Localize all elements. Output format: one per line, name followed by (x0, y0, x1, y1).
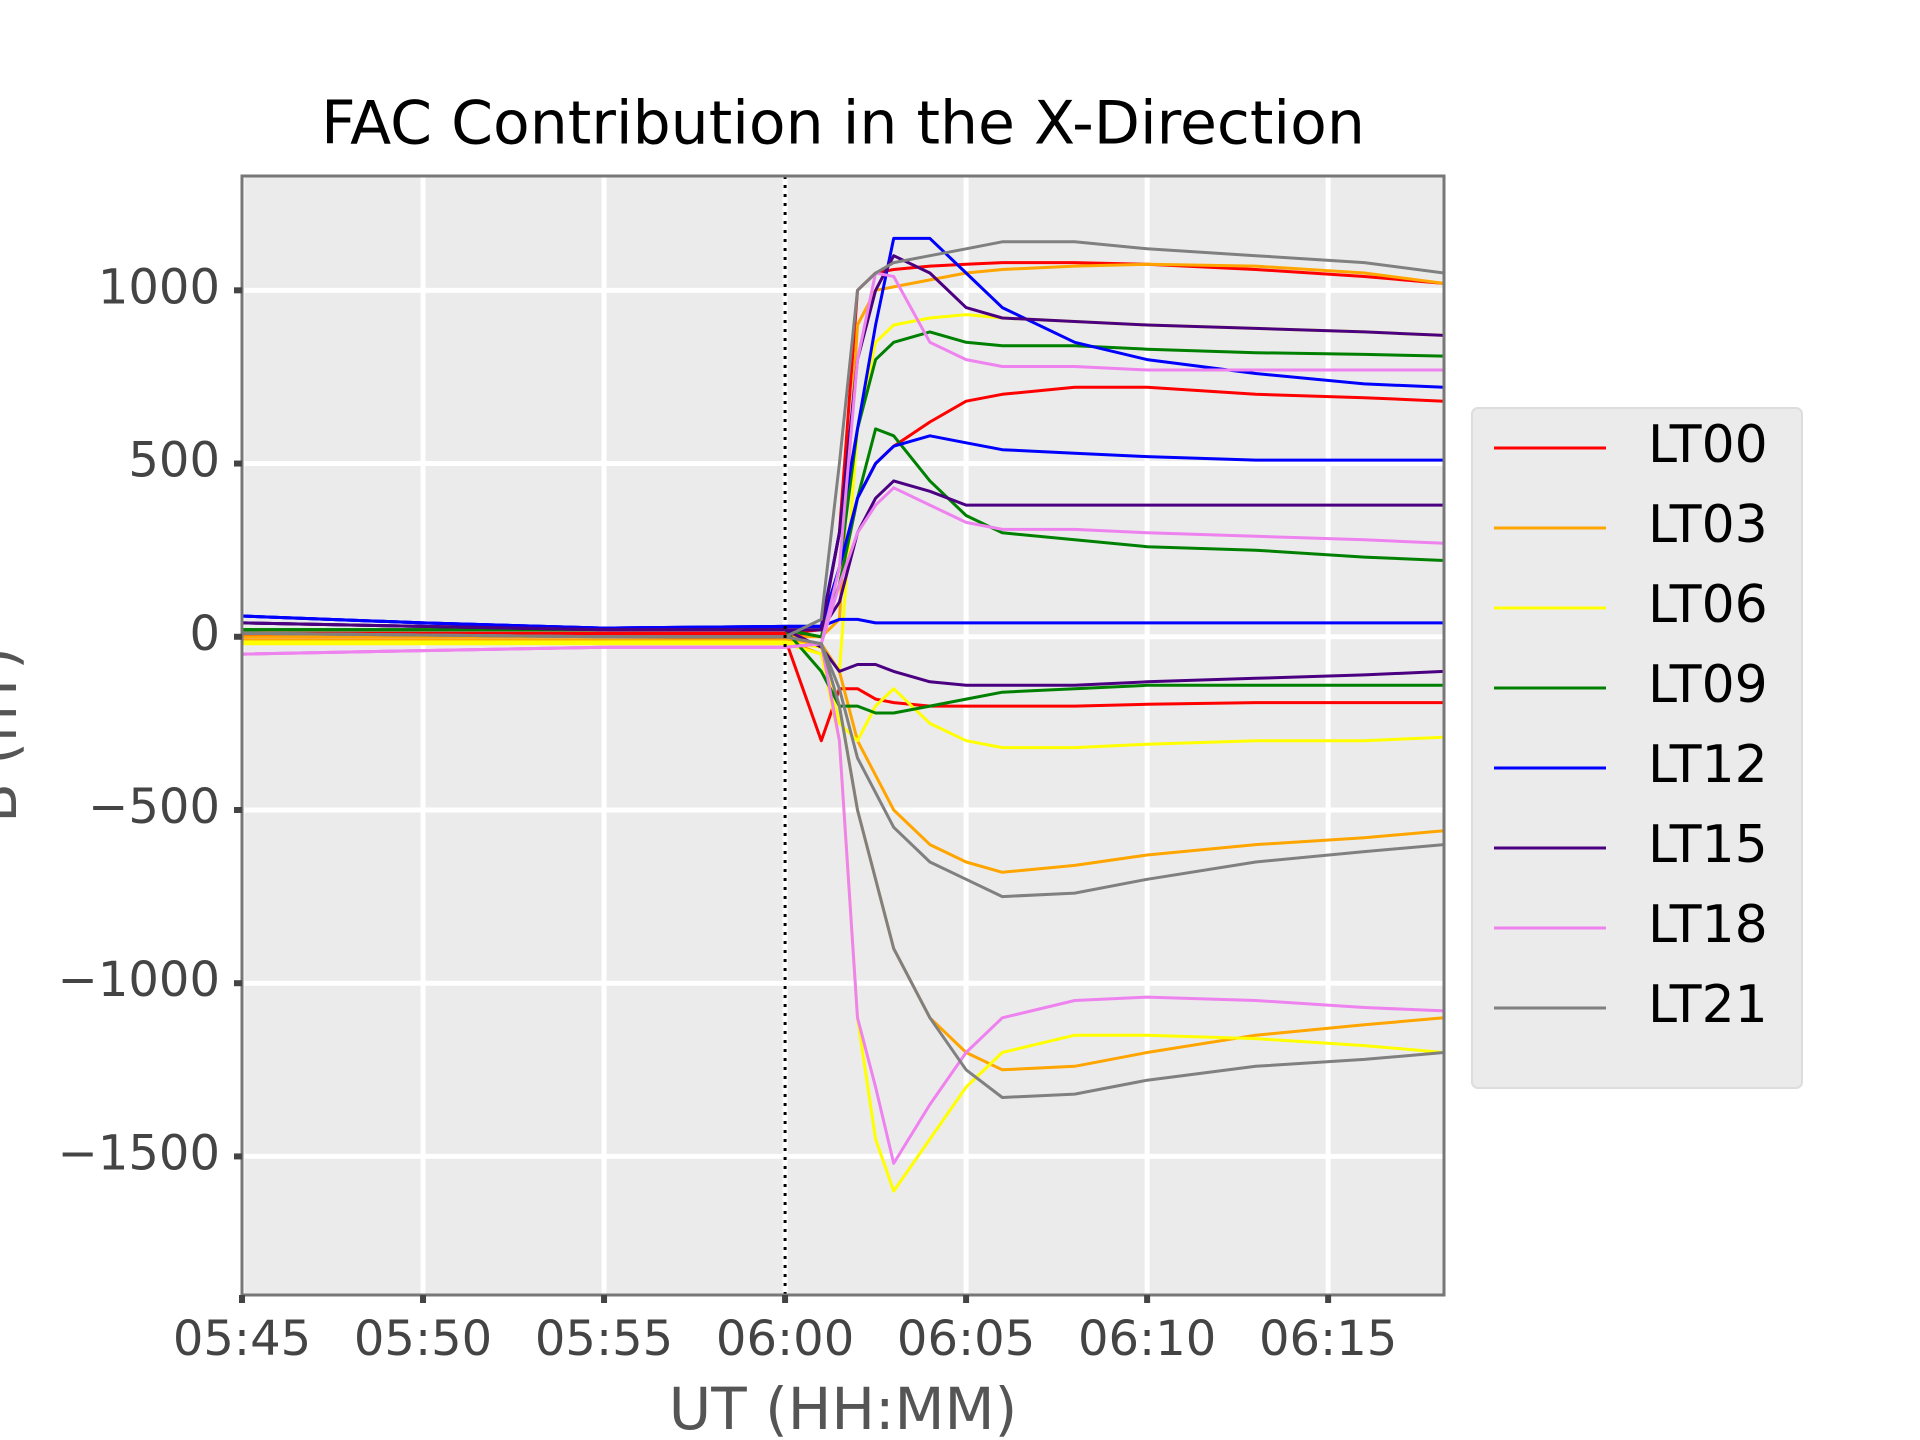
data-line (242, 486, 1444, 656)
y-tick-label: −1500 (58, 1125, 220, 1181)
x-tick-label: 06:00 (716, 1311, 854, 1367)
x-tick-label: 05:55 (535, 1311, 673, 1367)
data-line (242, 642, 1444, 1193)
y-tick-label: 0 (189, 606, 220, 662)
legend-box (1471, 407, 1803, 1089)
x-tick-label: 06:05 (897, 1311, 1035, 1367)
x-tick-label: 05:45 (173, 1311, 311, 1367)
legend-label: LT21 (1648, 975, 1768, 1035)
lines (242, 176, 1444, 1295)
legend-label: LT06 (1648, 575, 1768, 635)
legend-label: LT00 (1648, 415, 1768, 475)
legend-label: LT12 (1648, 735, 1768, 795)
data-line (242, 638, 1444, 874)
x-tick-label: 05:50 (354, 1311, 492, 1367)
legend-label: LT09 (1648, 655, 1768, 715)
legend-label: LT15 (1648, 815, 1768, 875)
legend: LT00 LT03 LT06 LT09 LT12 LT15 LT18 LT21 (1471, 407, 1803, 1089)
legend-label: LT03 (1648, 495, 1768, 555)
axes: −1500 −1000 −500 0 500 1000 05:45 05:50 05:55 06:… (58, 259, 1398, 1367)
plot-frame (240, 174, 1446, 1297)
y-tick-label: 500 (128, 433, 220, 489)
data-line (242, 621, 1444, 687)
data-line (242, 614, 1444, 630)
legend-label: LT18 (1648, 895, 1768, 955)
y-tick-label: 1000 (98, 259, 220, 315)
y-tick-label: −500 (88, 779, 220, 835)
y-axis-label: B (nT) (0, 647, 30, 823)
y-tick-label: −1000 (58, 952, 220, 1008)
chart-title: FAC Contribution in the X-Direction (321, 89, 1365, 159)
x-axis-label: UT (HH:MM) (669, 1375, 1017, 1440)
data-line (242, 631, 1444, 899)
data-line (242, 640, 1444, 750)
x-tick-label: 06:10 (1078, 1311, 1216, 1367)
x-tick-label: 06:15 (1259, 1311, 1397, 1367)
